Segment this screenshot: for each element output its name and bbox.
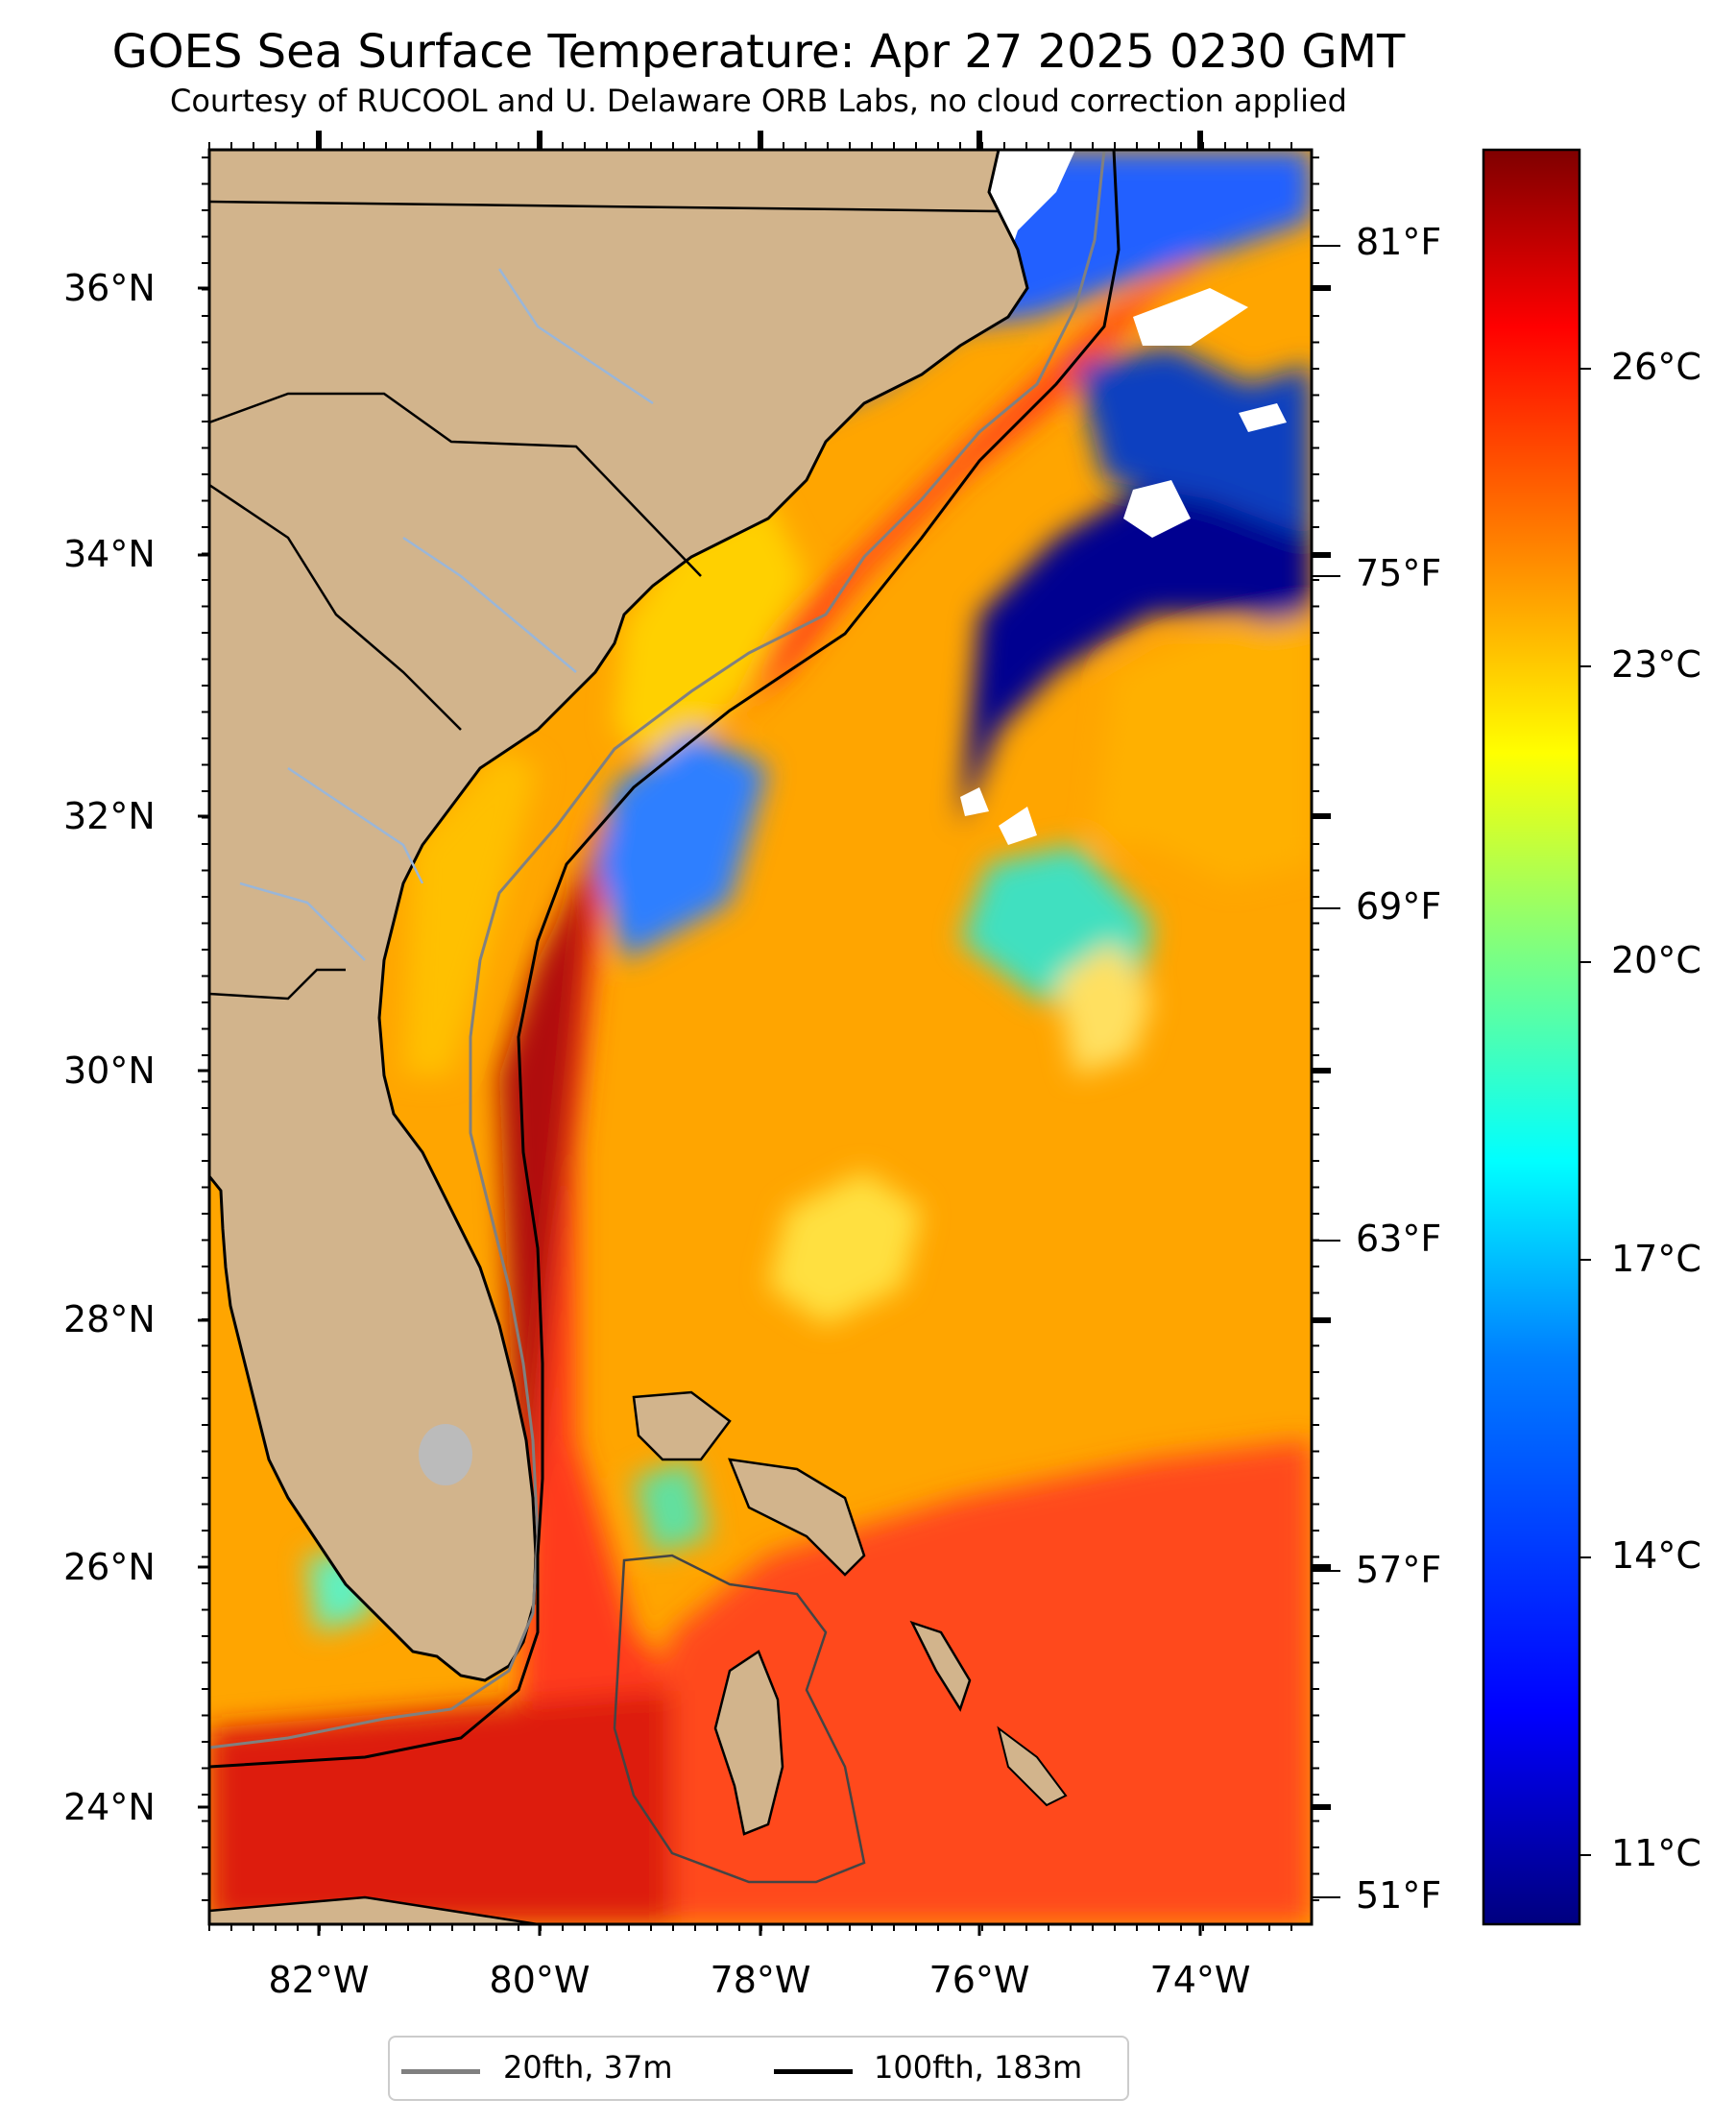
lat-label-30: 30°N	[63, 1049, 156, 1092]
land-bahamas-1	[632, 1390, 732, 1461]
map-subtitle: Courtesy of RUCOOL and U. Delaware ORB L…	[170, 83, 1347, 119]
cb-label-20: 20°C	[1611, 939, 1701, 981]
colorbar	[1482, 148, 1581, 1926]
sst-field	[209, 150, 1312, 1924]
legend: 20fth, 37m 100fth, 183m	[388, 2036, 1129, 2101]
state-borders	[209, 200, 1000, 1001]
f-label-57: 57°F	[1356, 1549, 1442, 1591]
lon-label-76: 76°W	[928, 1959, 1030, 2001]
legend-label-100fth: 100fth, 183m	[874, 2049, 1083, 2086]
cb-label-23: 23°C	[1611, 643, 1701, 686]
cb-label-26: 26°C	[1611, 346, 1701, 388]
map-area	[209, 150, 1312, 1924]
rivers	[239, 268, 654, 961]
lon-label-78: 78°W	[710, 1959, 811, 2001]
axis-ticks	[198, 131, 1591, 1936]
lat-label-26: 26°N	[63, 1546, 156, 1588]
lat-label-32: 32°N	[63, 795, 156, 837]
legend-line-100fth	[774, 2069, 853, 2074]
lat-label-36: 36°N	[63, 267, 156, 309]
land-eleuthera	[909, 1620, 972, 1712]
lat-label-34: 34°N	[63, 533, 156, 575]
land-andros	[713, 1650, 784, 1836]
lon-label-74: 74°W	[1149, 1959, 1251, 2001]
legend-label-20fth: 20fth, 37m	[503, 2049, 673, 2086]
lon-label-82: 82°W	[268, 1959, 370, 2001]
isobath-100fth	[209, 150, 1121, 1769]
land-bahamas-2	[728, 1458, 866, 1577]
lat-label-28: 28°N	[63, 1298, 156, 1340]
cb-label-17: 17°C	[1611, 1238, 1701, 1280]
lake-okeechobee	[419, 1424, 472, 1485]
cb-label-11: 11°C	[1611, 1832, 1701, 1874]
f-label-75: 75°F	[1356, 552, 1442, 594]
lon-label-80: 80°W	[489, 1959, 591, 2001]
map-title: GOES Sea Surface Temperature: Apr 27 202…	[111, 25, 1406, 79]
land-cuba-edge	[209, 1895, 539, 1924]
f-label-81: 81°F	[1356, 221, 1442, 263]
isobath-20fth	[209, 150, 1106, 1749]
isobath-bahamas-bank	[613, 1554, 866, 1884]
land-exuma	[997, 1725, 1068, 1807]
lat-label-24: 24°N	[63, 1786, 156, 1828]
f-label-63: 63°F	[1356, 1218, 1442, 1260]
f-label-51: 51°F	[1356, 1874, 1442, 1917]
legend-line-20fth	[401, 2069, 480, 2074]
cb-label-14: 14°C	[1611, 1534, 1701, 1577]
land-mainland	[209, 150, 1029, 1682]
f-label-69: 69°F	[1356, 885, 1442, 928]
